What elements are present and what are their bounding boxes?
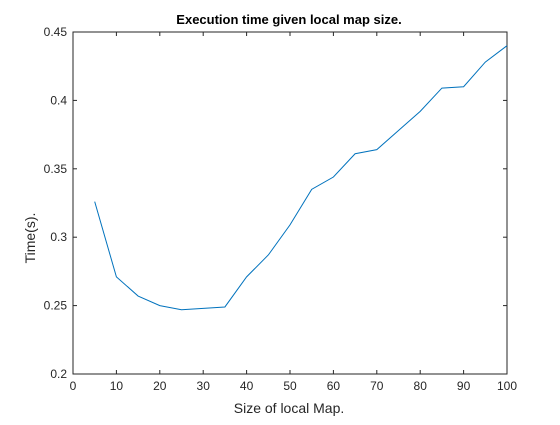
x-tick-label: 10 — [110, 379, 124, 393]
chart-title: Execution time given local map size. — [176, 12, 401, 27]
y-tick-label: 0.45 — [44, 25, 68, 39]
y-tick-label: 0.3 — [50, 230, 67, 244]
x-tick-label: 90 — [457, 379, 471, 393]
x-tick-label: 60 — [327, 379, 341, 393]
y-tick-label: 0.25 — [44, 299, 68, 313]
x-tick-label: 30 — [197, 379, 211, 393]
y-axis-label: Time(s). — [22, 213, 38, 264]
x-tick-label: 100 — [497, 379, 517, 393]
x-tick-label: 80 — [414, 379, 428, 393]
axes-box — [72, 31, 508, 375]
x-tick-label: 70 — [370, 379, 384, 393]
series-line — [94, 45, 508, 311]
x-tick-label: 50 — [283, 379, 297, 393]
x-tick-label: 40 — [240, 379, 254, 393]
plot-area: 0 10 20 30 40 50 60 70 80 90 100 0.2 0.25 0.3 0.35 0.4 0… — [44, 25, 518, 393]
y-tick-label: 0.35 — [44, 162, 68, 176]
x-axis-label: Size of local Map. — [234, 400, 345, 416]
y-tick-label: 0.4 — [50, 93, 67, 107]
x-tick-label: 0 — [70, 379, 77, 393]
x-tick-label: 20 — [153, 379, 167, 393]
y-tick-label: 0.2 — [50, 367, 67, 381]
